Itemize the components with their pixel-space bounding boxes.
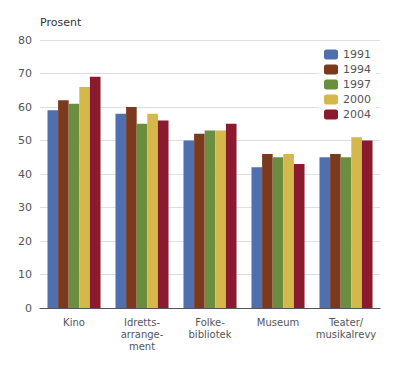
svg-text:Folke-: Folke- — [195, 317, 225, 328]
svg-text:1994: 1994 — [343, 63, 371, 76]
svg-text:Teater/: Teater/ — [328, 317, 364, 328]
svg-text:1997: 1997 — [343, 78, 371, 91]
svg-text:60: 60 — [18, 101, 32, 114]
svg-text:Prosent: Prosent — [40, 16, 82, 29]
svg-text:20: 20 — [18, 235, 32, 248]
svg-text:2004: 2004 — [343, 108, 371, 121]
svg-text:arrange-: arrange- — [121, 329, 164, 340]
svg-text:10: 10 — [18, 268, 32, 281]
svg-text:0: 0 — [25, 302, 32, 315]
svg-text:musikalrevy: musikalrevy — [316, 329, 377, 340]
svg-text:Museum: Museum — [257, 317, 299, 328]
svg-text:bibliotek: bibliotek — [188, 329, 231, 340]
svg-text:30: 30 — [18, 201, 32, 214]
svg-text:70: 70 — [18, 67, 32, 80]
svg-text:50: 50 — [18, 134, 32, 147]
svg-text:2000: 2000 — [343, 93, 371, 106]
svg-text:40: 40 — [18, 168, 32, 181]
svg-text:ment: ment — [129, 341, 155, 352]
svg-text:Idretts-: Idretts- — [124, 317, 160, 328]
svg-text:Kino: Kino — [63, 317, 85, 328]
svg-text:80: 80 — [18, 34, 32, 47]
svg-text:1991: 1991 — [343, 48, 371, 61]
